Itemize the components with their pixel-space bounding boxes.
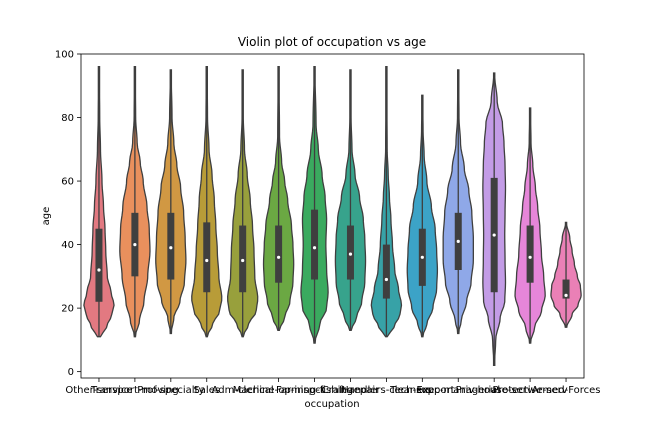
violin-machine-op-inspct (262, 66, 295, 331)
violin-median (420, 255, 424, 259)
violin-prof-specialty (155, 69, 187, 335)
violin-median (133, 242, 137, 247)
violin-median (97, 268, 101, 272)
x-tick-label: Handlers-cleaners (341, 385, 432, 396)
violin-tech-support (406, 94, 439, 338)
violin-craft-repair (334, 69, 367, 331)
violin-median (205, 258, 209, 263)
y-tick-label: 80 (61, 113, 74, 124)
violin-sales (191, 66, 223, 338)
violin-median (384, 277, 388, 282)
violin-iqr-box (203, 222, 211, 293)
violin-adm-clerical (226, 69, 259, 338)
violin-iqr-box (311, 209, 319, 280)
x-tick-label: Machine-op-inspct (233, 385, 325, 396)
violin-armed-forces (550, 221, 582, 328)
x-tick-label: Tech-support (389, 385, 454, 396)
violin-iqr-box (275, 225, 283, 283)
y-tick-label: 60 (61, 177, 74, 188)
x-tick-label: Sales (193, 385, 220, 396)
x-tick-label: Prof-specialty (137, 385, 204, 396)
violin-median (241, 258, 245, 263)
x-axis-label: occupation (304, 399, 359, 410)
y-tick-label: 100 (55, 50, 74, 61)
violin-farming-fishing (300, 66, 329, 344)
violin-priv-house-serv (482, 72, 507, 366)
x-tick-label: Adm-clerical (212, 385, 274, 396)
y-tick-label: 40 (61, 240, 74, 251)
y-tick-label: 0 (68, 367, 74, 378)
violin-layer (83, 66, 582, 366)
x-tick-label: Protective-serv (492, 385, 567, 396)
violin-iqr-box (526, 225, 534, 283)
x-tick-label: Farming-fishing (276, 385, 353, 396)
violin-median (564, 293, 568, 298)
violin-iqr-box (382, 244, 390, 299)
violin-median (312, 246, 317, 250)
x-tick-label: Priv-house-serv (456, 385, 533, 396)
violin-handlers-cleaners (370, 66, 403, 338)
violin-median (169, 246, 173, 250)
x-tick-label: Transport-moving (90, 385, 179, 396)
violin-median (348, 252, 353, 256)
y-tick-label: 20 (61, 304, 74, 315)
violin-iqr-box (95, 228, 103, 302)
x-tick-label: Exec-managerial (416, 385, 500, 396)
y-axis-label: age (41, 207, 52, 226)
violin-protective-serv (514, 107, 546, 344)
violin-median (492, 233, 496, 237)
x-axis: Other-serviceTransport-movingProf-specia… (65, 378, 600, 396)
chart-title: Violin plot of occupation vs age (238, 35, 426, 49)
x-tick-label: Armed-Forces (532, 385, 601, 396)
x-tick-label: Craft-repair (322, 385, 380, 396)
violin-median (456, 239, 460, 244)
violin-transport-moving (119, 66, 151, 338)
y-axis: 0 20 40 60 80 100 (55, 50, 81, 378)
x-tick-label: Other-service (65, 385, 132, 396)
violin-other-service (83, 66, 115, 338)
violin-median (277, 255, 281, 259)
violin-median (528, 255, 532, 259)
plot-frame (80, 53, 585, 379)
violin-exec-managerial (442, 69, 474, 335)
violin-iqr-box (562, 279, 570, 299)
